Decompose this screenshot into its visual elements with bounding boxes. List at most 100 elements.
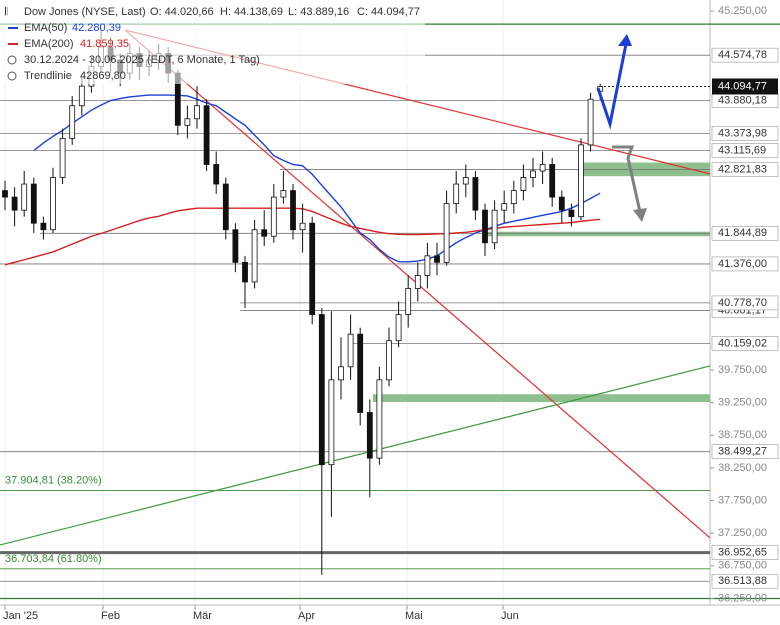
y-tick-label: 38.250,00	[718, 462, 767, 474]
level-label-box	[711, 545, 779, 560]
candle-body	[472, 177, 479, 211]
candle-body	[491, 209, 498, 244]
candle-body	[194, 105, 200, 120]
last-price-box	[712, 78, 778, 95]
fib-label: 36.703,84 (61.80%)	[5, 553, 102, 565]
legend-header: Dow Jones (NYSE, Last)	[24, 6, 146, 18]
candle	[443, 190, 450, 266]
legend-label: EMA(200)	[24, 38, 74, 50]
candle-body	[203, 105, 210, 165]
candle	[242, 255, 248, 309]
last-price-label: 44.094,77	[718, 80, 767, 92]
level-label: 43.373,98	[718, 127, 767, 139]
x-tick-label: Jun	[501, 610, 519, 622]
x-tick-label: Feb	[101, 610, 120, 622]
candle	[376, 366, 383, 465]
candle	[462, 164, 469, 198]
candle	[2, 180, 8, 211]
ohlc-low: L: 43.889,16	[288, 6, 349, 18]
candle	[424, 242, 431, 289]
candle-body	[251, 229, 258, 283]
icon: 𝄃	[5, 6, 8, 18]
level-label-box	[711, 143, 779, 158]
level-label-box	[711, 444, 779, 459]
candle	[395, 301, 402, 348]
x-tick-label: Jan '25	[3, 610, 38, 622]
legend-label: Trendlinie	[24, 70, 72, 82]
candle	[405, 275, 412, 328]
level-label-box	[711, 162, 779, 177]
candle	[318, 308, 325, 575]
candle-body	[347, 333, 354, 368]
candle-body	[242, 261, 248, 283]
candle-body	[395, 314, 402, 342]
candle	[69, 95, 76, 145]
fib-label: 37.904,81 (38.20%)	[5, 474, 102, 486]
candle	[290, 184, 296, 240]
legend-label: EMA(50)	[24, 22, 67, 34]
candle	[328, 311, 335, 517]
candle-body	[578, 144, 584, 218]
candle	[251, 219, 258, 289]
candle	[501, 190, 508, 224]
candle-body	[558, 196, 565, 211]
candle-body	[328, 379, 335, 466]
candle	[414, 262, 421, 302]
level-label: 40.159,02	[718, 337, 767, 349]
level-label: 36.513,88	[718, 575, 767, 587]
candle	[520, 164, 527, 201]
candle	[578, 138, 584, 220]
candle-body	[59, 137, 66, 178]
level-label-box	[711, 256, 779, 272]
candle-body	[232, 229, 239, 263]
candle	[194, 86, 200, 129]
level-label: 41.844,89	[718, 227, 767, 239]
candle-body	[386, 340, 392, 381]
ohlc-close: C: 44.094,77	[357, 6, 420, 18]
y-tick-label: 36.750,00	[718, 560, 767, 572]
y-tick-label: 45.250,00	[718, 5, 767, 17]
candle	[270, 184, 277, 243]
legend-value: 42869,80	[80, 70, 126, 82]
level-label: 44.574,78	[718, 49, 767, 61]
y-tick-label: 39.250,00	[718, 397, 767, 409]
legend-bg	[0, 0, 425, 84]
candle	[357, 327, 364, 426]
candle-body	[30, 183, 37, 224]
x-tick-label: Mai	[405, 610, 423, 622]
legend-value: 41.859,35	[80, 38, 129, 50]
level-label: 36.952,65	[718, 547, 767, 559]
level-label-box	[711, 336, 779, 351]
candle-body	[50, 177, 56, 231]
candle	[203, 99, 210, 171]
support-zone	[485, 231, 710, 237]
candle	[347, 314, 354, 380]
candle	[184, 105, 191, 139]
candle	[491, 200, 498, 250]
candle-body	[261, 229, 268, 237]
candle-body	[424, 255, 431, 276]
candle-body	[482, 209, 488, 244]
trend-icon	[7, 71, 17, 81]
level-label: 40.778,70	[718, 297, 767, 309]
candle-body	[299, 222, 306, 231]
candle	[434, 242, 440, 276]
candle	[530, 157, 536, 188]
candle	[558, 190, 565, 224]
candle-body	[530, 170, 536, 178]
ohlc-open: O: 44.020,66	[150, 6, 214, 18]
candle-body	[309, 222, 316, 315]
candle	[386, 327, 392, 387]
candle-body	[568, 209, 575, 218]
candle-body	[21, 183, 28, 211]
candle-body	[366, 412, 373, 459]
level-label-box	[711, 295, 779, 311]
candle	[587, 92, 594, 152]
level-label: 43.880,18	[718, 94, 767, 106]
support-zone	[373, 394, 710, 403]
candle-body	[184, 118, 191, 126]
level-label: 41.376,00	[718, 258, 767, 270]
candle	[549, 157, 556, 207]
